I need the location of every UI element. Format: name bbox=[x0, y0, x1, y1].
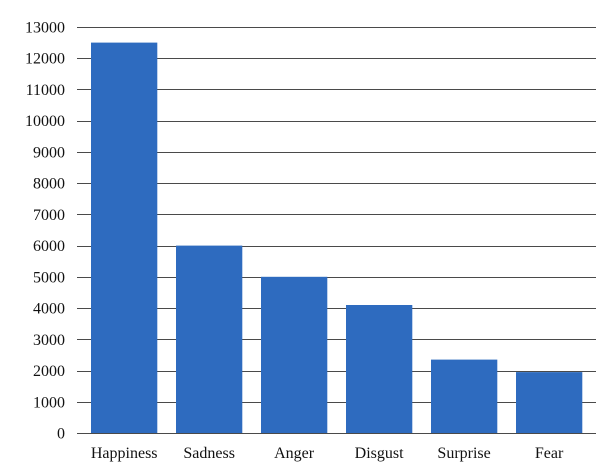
y-tick-label: 0 bbox=[57, 426, 65, 443]
x-tick-label-happiness: Happiness bbox=[91, 445, 158, 462]
x-tick-label-anger: Anger bbox=[274, 445, 315, 462]
y-tick-label: 6000 bbox=[33, 238, 65, 255]
y-tick-label: 11000 bbox=[26, 82, 65, 99]
y-tick-label: 3000 bbox=[33, 332, 65, 349]
x-tick-label-fear: Fear bbox=[535, 445, 564, 462]
bar-fear bbox=[516, 372, 583, 433]
gridlines bbox=[77, 27, 596, 434]
y-tick-label: 1000 bbox=[33, 394, 65, 411]
y-tick-label: 13000 bbox=[25, 20, 65, 37]
bar-surprise bbox=[431, 359, 498, 433]
y-tick-label: 5000 bbox=[33, 269, 65, 286]
y-tick-label: 8000 bbox=[33, 176, 65, 193]
x-tick-label-sadness: Sadness bbox=[183, 445, 235, 462]
bar-sadness bbox=[176, 245, 243, 433]
y-tick-label: 7000 bbox=[33, 207, 65, 224]
y-tick-label: 2000 bbox=[33, 363, 65, 380]
y-tick-label: 10000 bbox=[25, 113, 65, 130]
bar-happiness bbox=[91, 42, 158, 433]
x-axis-category-labels: Happiness Sadness Anger Disgust Surprise Fear bbox=[91, 445, 564, 462]
y-axis-tick-labels: 0 1000 2000 3000 4000 5000 6000 7000 8000 9000 100… bbox=[25, 20, 65, 443]
bar-anger bbox=[261, 276, 328, 433]
y-tick-label: 4000 bbox=[33, 301, 65, 318]
x-tick-label-disgust: Disgust bbox=[355, 445, 404, 462]
bar-disgust bbox=[346, 305, 413, 433]
bars bbox=[91, 42, 583, 433]
y-tick-label: 12000 bbox=[25, 51, 65, 68]
y-tick-label: 9000 bbox=[33, 144, 65, 161]
x-tick-label-surprise: Surprise bbox=[437, 445, 490, 462]
